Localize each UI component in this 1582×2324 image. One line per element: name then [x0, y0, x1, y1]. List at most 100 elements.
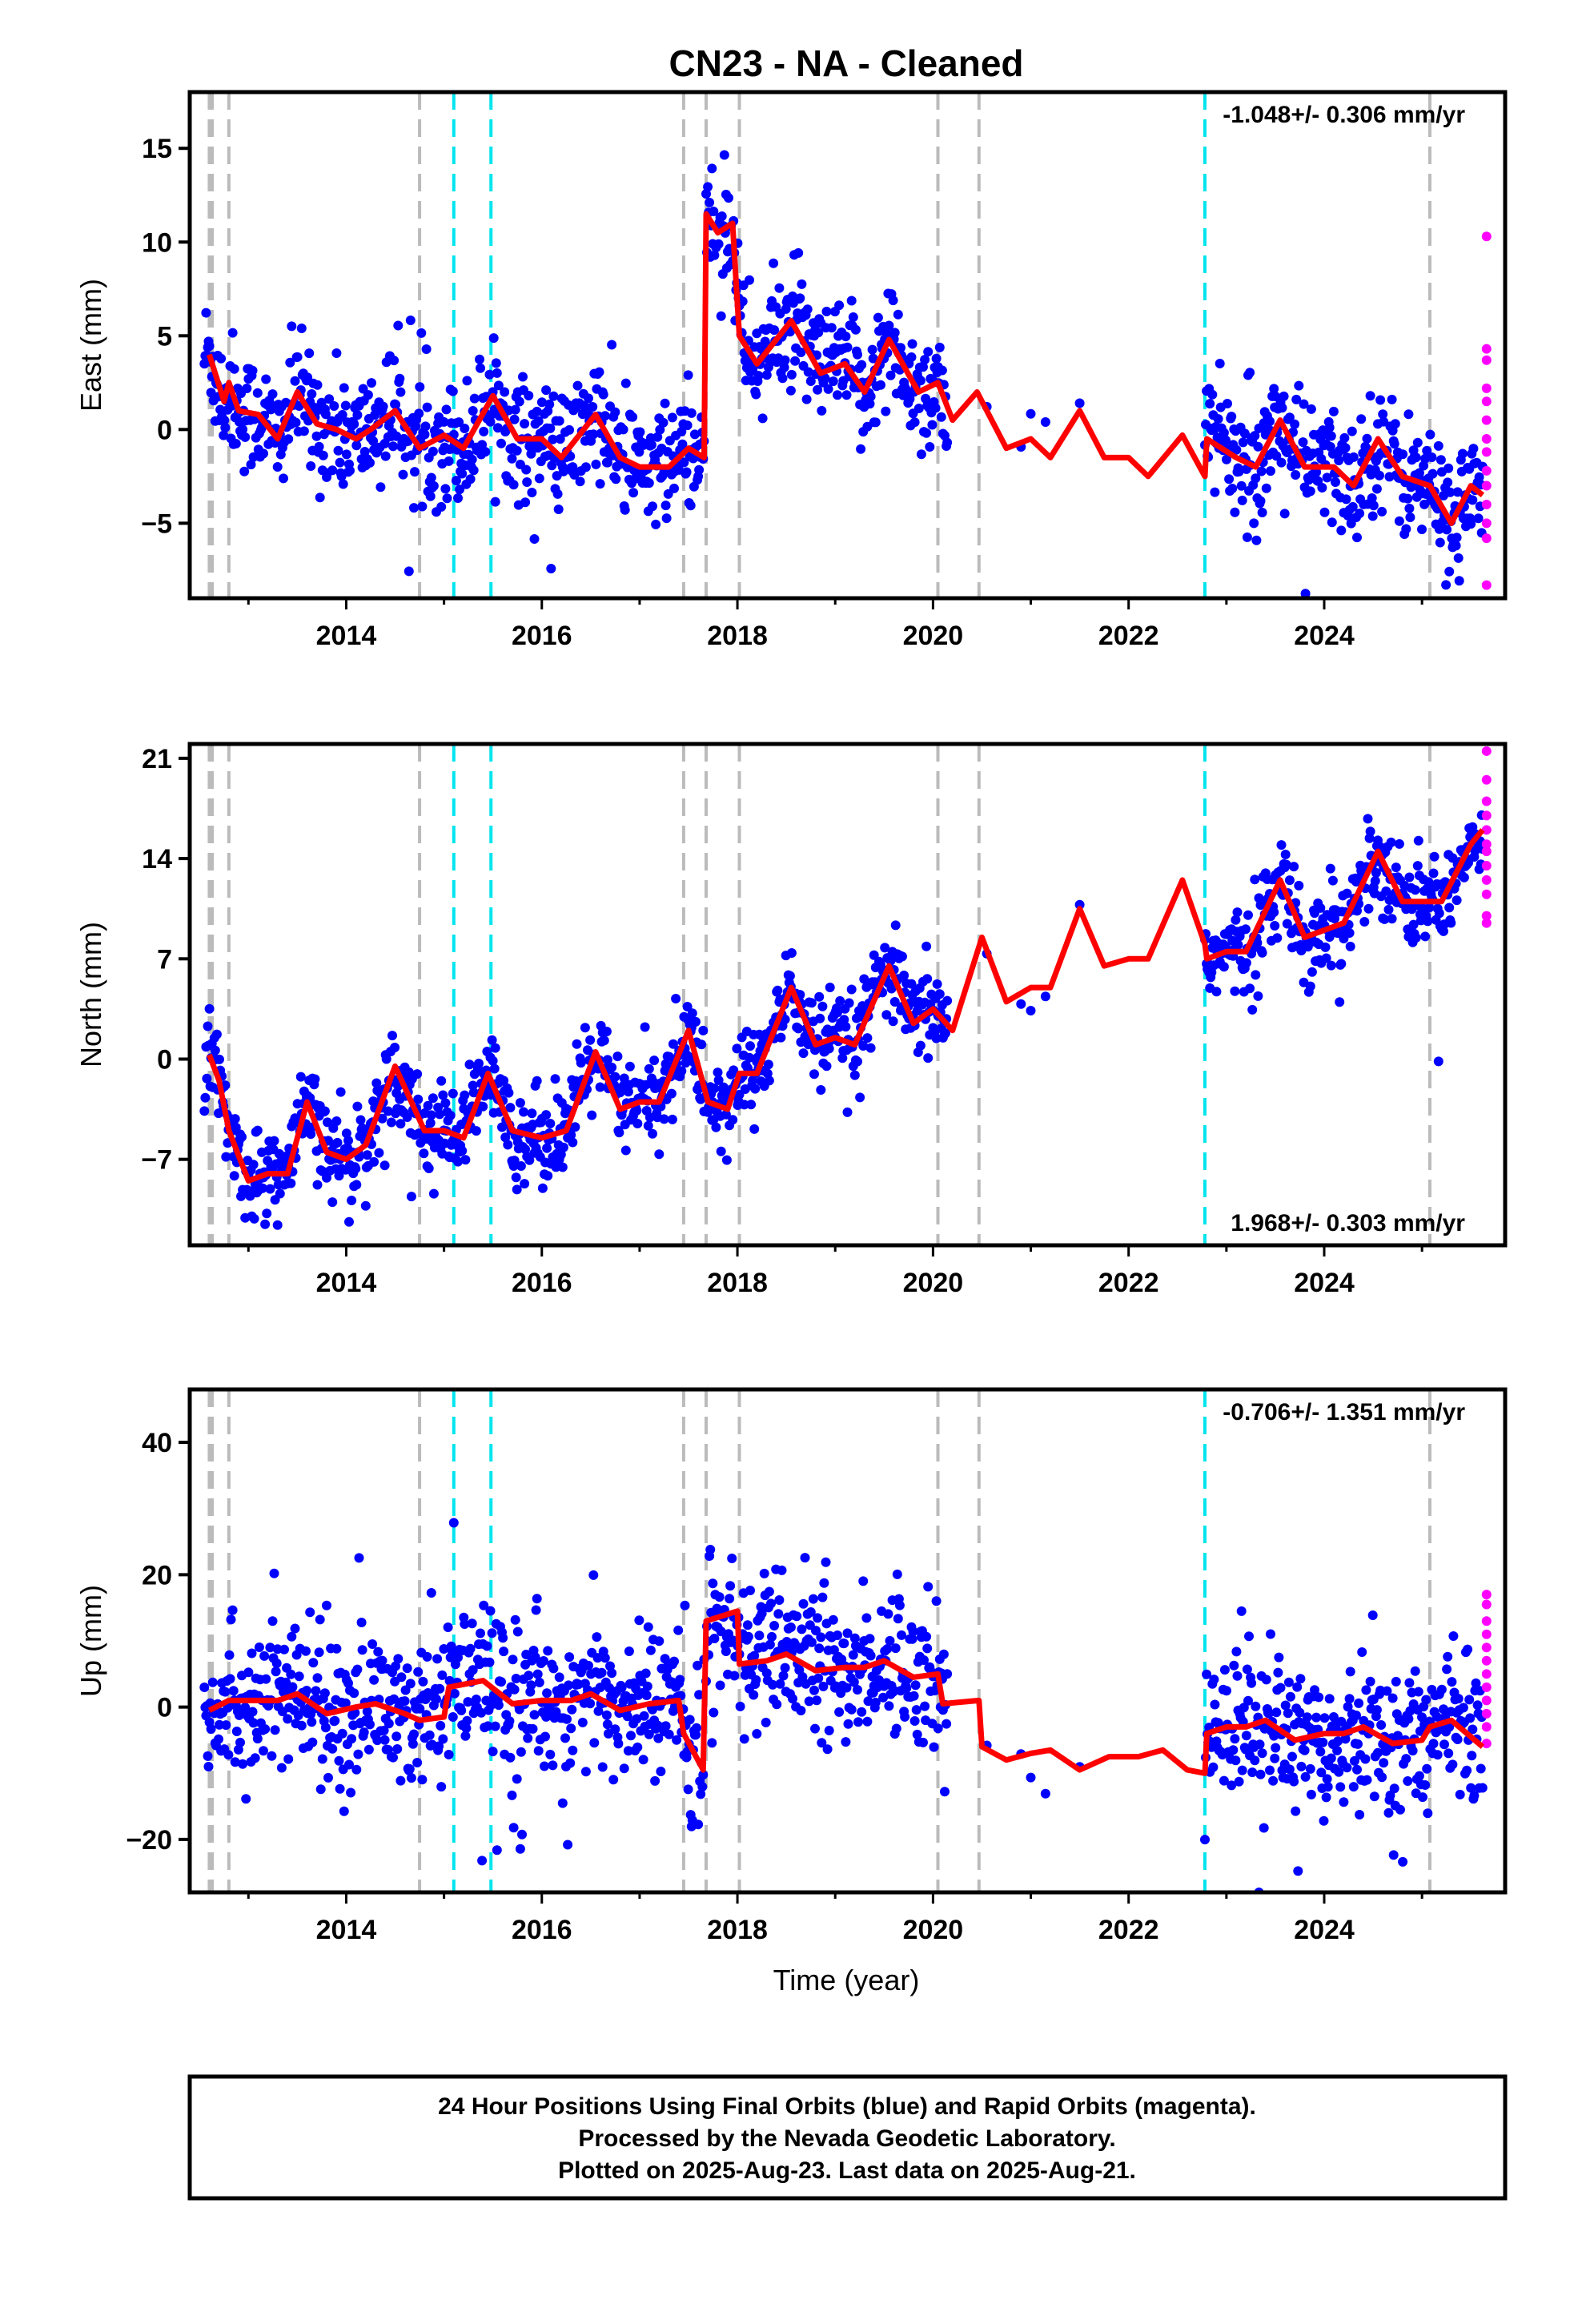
final-orbit-point: [1284, 875, 1295, 886]
final-orbit-point: [404, 566, 414, 577]
final-orbit-point: [795, 293, 805, 304]
final-orbit-point: [204, 341, 215, 352]
final-orbit-point: [862, 1716, 873, 1727]
x-tick-label: 2022: [1098, 1915, 1159, 1945]
final-orbit-point: [739, 1100, 749, 1110]
final-orbit-point: [640, 1022, 650, 1032]
final-orbit-point: [1448, 1631, 1459, 1641]
final-orbit-point: [1321, 1792, 1331, 1803]
final-orbit-point: [1255, 1769, 1266, 1779]
final-orbit-point: [906, 352, 917, 362]
final-orbit-point: [857, 360, 867, 370]
final-orbit-point: [809, 1685, 819, 1695]
final-orbit-point: [339, 383, 349, 393]
final-orbit-point: [1363, 814, 1373, 824]
final-orbit-point: [885, 1635, 895, 1646]
final-orbit-point: [485, 416, 496, 427]
final-orbit-point: [1459, 872, 1469, 883]
final-orbit-point: [442, 493, 452, 504]
final-orbit-point: [246, 460, 256, 470]
final-orbit-point: [392, 1744, 403, 1754]
final-orbit-point: [1403, 1776, 1413, 1786]
final-orbit-point: [469, 393, 480, 404]
final-orbit-point: [436, 1782, 447, 1792]
final-orbit-point: [224, 1650, 235, 1660]
final-orbit-point: [206, 388, 216, 398]
final-orbit-point: [921, 1631, 932, 1642]
final-orbit-point: [1317, 483, 1327, 493]
final-orbit-point: [918, 362, 928, 372]
final-orbit-point: [796, 348, 806, 357]
final-orbit-point: [1404, 872, 1415, 883]
final-orbit-point: [894, 1600, 905, 1610]
final-orbit-point: [865, 1651, 876, 1661]
final-orbit-point: [709, 207, 719, 216]
final-orbit-point: [841, 1737, 851, 1747]
final-orbit-point: [564, 424, 575, 435]
final-orbit-point: [426, 1588, 436, 1598]
rapid-orbit-points: [1481, 746, 1492, 928]
final-orbit-point: [1375, 470, 1384, 480]
final-orbit-point: [396, 387, 406, 397]
final-orbit-point: [1458, 1703, 1468, 1713]
final-orbit-point: [347, 1734, 357, 1744]
final-orbit-point: [482, 1641, 492, 1651]
final-orbit-point: [534, 473, 544, 484]
final-orbit-point: [557, 1162, 568, 1172]
final-orbit-point: [432, 1694, 441, 1704]
final-orbit-point: [714, 1592, 725, 1602]
final-orbit-point: [1427, 452, 1437, 462]
final-orbit-point: [1259, 1823, 1269, 1833]
final-orbit-point: [517, 1829, 527, 1839]
x-tick-label: 2024: [1294, 1915, 1355, 1945]
final-orbit-point: [441, 404, 452, 415]
final-orbit-point: [1257, 947, 1267, 958]
final-orbit-point: [808, 1594, 818, 1604]
final-orbit-point: [1401, 524, 1411, 534]
final-orbit-point: [797, 279, 807, 289]
final-orbit-point: [644, 478, 654, 489]
final-orbit-point: [821, 307, 832, 316]
final-orbit-point: [340, 1698, 351, 1708]
final-orbit-point: [1243, 1695, 1253, 1706]
final-orbit-point: [686, 408, 697, 418]
y-tick-label: −5: [141, 509, 172, 539]
final-orbit-point: [493, 1700, 504, 1711]
final-orbit-point: [909, 1691, 919, 1701]
final-orbit-point: [1209, 1675, 1219, 1685]
final-orbit-point: [1291, 394, 1302, 404]
final-orbit-point: [230, 1114, 240, 1124]
rapid-orbit-point: [1481, 1655, 1492, 1666]
final-orbit-point: [675, 1675, 685, 1685]
final-orbit-point: [773, 1609, 784, 1619]
final-orbit-point: [796, 1706, 806, 1715]
final-orbit-point: [857, 1707, 867, 1717]
final-orbit-point: [216, 353, 227, 364]
final-orbit-point: [682, 420, 693, 431]
final-orbit-point: [1352, 533, 1362, 543]
final-orbit-point: [356, 1618, 367, 1627]
final-orbit-point: [1443, 477, 1453, 488]
final-orbit-point: [547, 460, 557, 471]
final-orbit-point: [846, 984, 857, 995]
final-orbit-point: [1429, 851, 1439, 862]
final-orbit-point: [668, 1039, 678, 1049]
final-orbit-point: [1207, 967, 1217, 978]
final-orbit-point: [1224, 474, 1235, 485]
final-orbit-point: [375, 482, 386, 493]
final-orbit-point: [1349, 1755, 1359, 1766]
final-orbit-point: [271, 1659, 282, 1668]
final-orbit-point: [1386, 837, 1396, 847]
final-orbit-point: [1289, 862, 1299, 872]
final-orbit-point: [377, 1655, 387, 1666]
final-orbit-point: [779, 362, 789, 372]
final-orbit-point: [432, 1654, 443, 1664]
final-orbit-point: [849, 1677, 859, 1687]
final-orbit-point: [541, 385, 552, 396]
final-orbit-point: [835, 995, 845, 1006]
final-orbit-point: [600, 411, 610, 421]
final-orbit-point: [492, 368, 502, 378]
rapid-orbit-point: [1481, 580, 1492, 590]
final-orbit-point: [761, 1717, 771, 1727]
final-orbit-point: [742, 1620, 753, 1630]
